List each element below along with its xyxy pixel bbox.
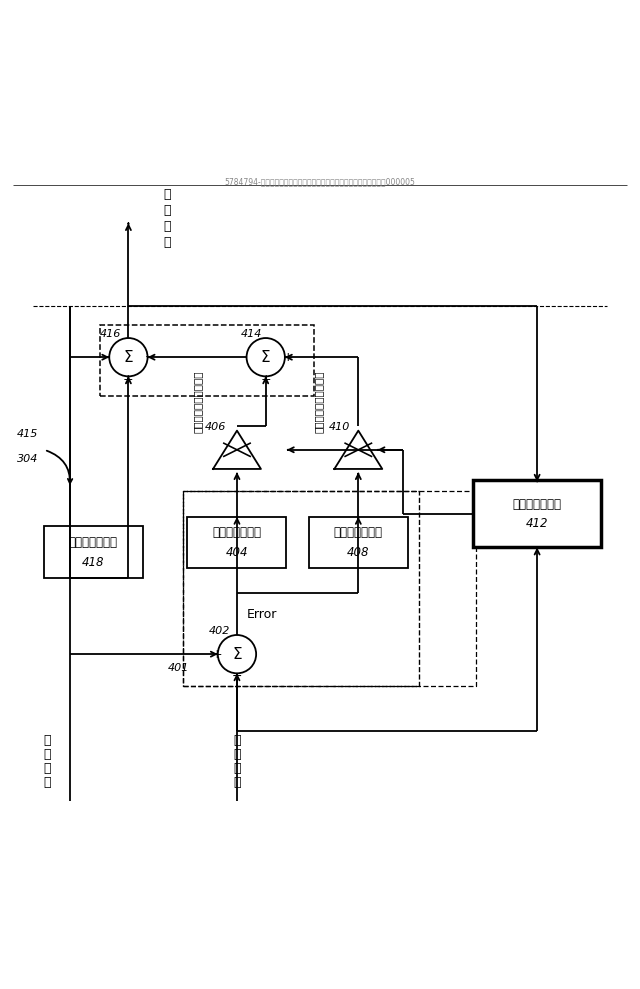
Text: 信: 信	[163, 220, 170, 232]
Text: 適応モジュール: 適応モジュール	[513, 497, 562, 510]
Text: +: +	[260, 373, 271, 386]
Bar	[188, 517, 287, 568]
Text: 出: 出	[163, 188, 170, 201]
Text: 号: 号	[233, 776, 241, 789]
Text: −: −	[232, 670, 242, 683]
Bar	[473, 480, 601, 547]
Text: 号: 号	[43, 776, 51, 789]
Text: 信: 信	[43, 762, 51, 775]
Text: 5784794-信号のピーク対平均電力比を低減する方法及びシステム　図000005: 5784794-信号のピーク対平均電力比を低減する方法及びシステム 図00000…	[225, 177, 415, 186]
Text: Σ: Σ	[261, 350, 271, 365]
Circle shape	[246, 338, 285, 377]
Text: 406: 406	[205, 422, 227, 432]
Text: 帯域内ゲインユニット: 帯域内ゲインユニット	[193, 371, 202, 433]
Text: 414: 414	[241, 328, 262, 338]
Text: 帯域内フィルタ: 帯域内フィルタ	[212, 526, 262, 539]
Text: Σ: Σ	[124, 350, 133, 365]
Circle shape	[218, 635, 256, 674]
Text: 遅延モジュール: 遅延モジュール	[68, 536, 118, 549]
FancyArrowPatch shape	[47, 451, 72, 484]
Text: 401: 401	[168, 664, 189, 674]
Text: 402: 402	[209, 625, 230, 636]
Text: 408: 408	[347, 546, 369, 559]
Text: 412: 412	[526, 517, 548, 530]
Bar	[100, 325, 314, 396]
Text: 信: 信	[233, 762, 241, 775]
Text: 帯域外ゲインユニット: 帯域外ゲインユニット	[314, 371, 324, 433]
Text: 416: 416	[100, 328, 121, 338]
Text: 力: 力	[233, 748, 241, 761]
Text: +: +	[123, 373, 134, 386]
Text: 404: 404	[226, 546, 248, 559]
Text: +: +	[211, 648, 222, 661]
Bar	[182, 492, 476, 686]
Polygon shape	[213, 430, 261, 469]
Text: 入: 入	[233, 734, 241, 747]
Text: 410: 410	[328, 422, 350, 432]
Text: 415: 415	[17, 429, 38, 439]
Text: 304: 304	[17, 454, 38, 465]
Polygon shape	[334, 430, 382, 469]
Text: 418: 418	[82, 556, 104, 569]
Text: 圧: 圧	[43, 734, 51, 747]
Text: 帯域外フィルタ: 帯域外フィルタ	[334, 526, 383, 539]
Text: +: +	[283, 351, 293, 364]
Bar	[44, 526, 143, 578]
Text: 号: 号	[163, 235, 170, 249]
Circle shape	[109, 338, 148, 377]
Text: Error: Error	[246, 608, 277, 621]
Text: Σ: Σ	[232, 647, 242, 662]
Text: 縮: 縮	[43, 748, 51, 761]
Text: 力: 力	[163, 204, 170, 217]
Text: −: −	[145, 351, 156, 364]
Bar	[182, 492, 419, 686]
Bar	[309, 517, 408, 568]
